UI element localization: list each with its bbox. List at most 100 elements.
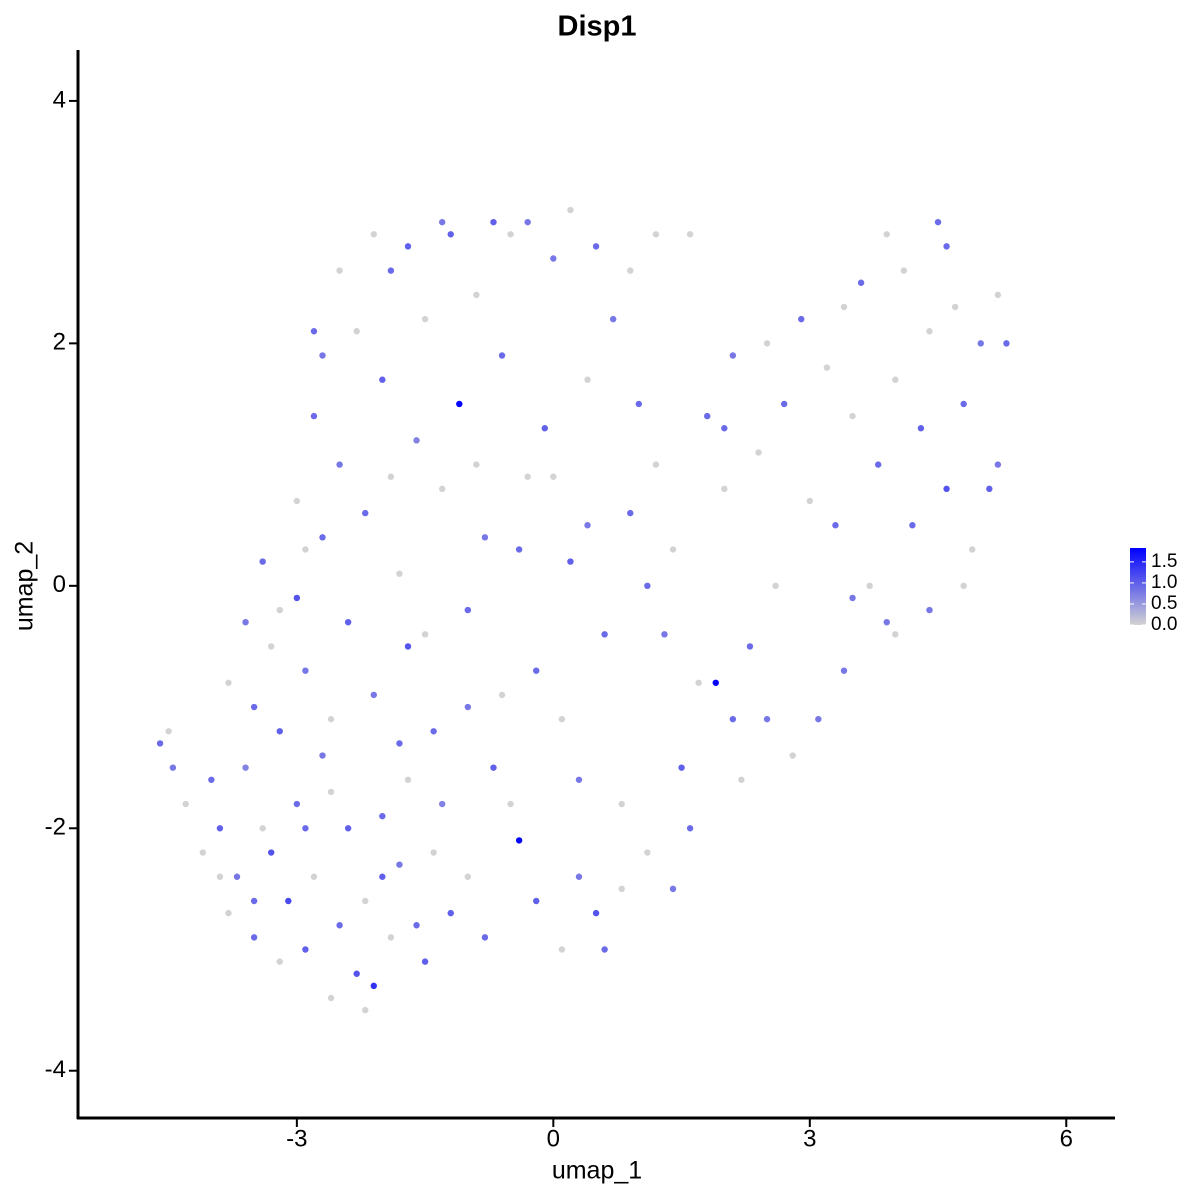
- point: [592, 243, 600, 250]
- colorbar-label: 0.5: [1151, 593, 1177, 614]
- point: [353, 970, 360, 977]
- point: [293, 497, 301, 505]
- point: [498, 352, 506, 359]
- point: [567, 206, 574, 214]
- point: [259, 825, 266, 832]
- point: [943, 485, 950, 493]
- point: [729, 352, 737, 359]
- point: [943, 243, 950, 250]
- point: [336, 461, 343, 468]
- point: [669, 546, 677, 553]
- point: [652, 461, 660, 468]
- point: [464, 606, 472, 614]
- colorbar-label: 1.5: [1151, 551, 1177, 572]
- point: [969, 546, 976, 553]
- point: [387, 934, 395, 941]
- point: [772, 582, 779, 590]
- point: [840, 667, 848, 674]
- point: [823, 364, 831, 371]
- point: [618, 800, 625, 808]
- point: [293, 594, 301, 602]
- point: [302, 825, 309, 832]
- point: [396, 861, 403, 868]
- chart-title: Disp1: [558, 11, 637, 43]
- point: [438, 800, 446, 808]
- point: [541, 425, 548, 432]
- point: [960, 582, 967, 590]
- point: [438, 218, 446, 226]
- point: [926, 606, 933, 614]
- point: [763, 340, 771, 347]
- point: [302, 546, 309, 553]
- point: [533, 897, 540, 905]
- point: [302, 667, 309, 674]
- point: [362, 1006, 369, 1014]
- y-tick-label: -4: [45, 1056, 66, 1083]
- point: [567, 558, 574, 565]
- point: [396, 740, 403, 747]
- point: [370, 982, 377, 990]
- point: [900, 267, 908, 274]
- y-axis-label: umap_2: [11, 541, 39, 631]
- point: [738, 776, 745, 783]
- point: [934, 218, 942, 226]
- point: [250, 897, 258, 905]
- point: [473, 461, 480, 468]
- point: [165, 728, 172, 735]
- point: [558, 715, 566, 723]
- point: [447, 909, 454, 917]
- point: [353, 328, 360, 335]
- point: [524, 218, 531, 226]
- point: [319, 352, 326, 359]
- point: [746, 643, 754, 650]
- point: [584, 376, 591, 383]
- point: [327, 788, 335, 796]
- point: [575, 873, 583, 880]
- point: [430, 728, 437, 735]
- point: [857, 279, 865, 286]
- point: [669, 885, 677, 893]
- point: [994, 291, 1002, 299]
- point: [789, 752, 796, 759]
- point: [208, 776, 215, 783]
- point: [362, 897, 369, 905]
- point: [156, 740, 164, 747]
- point: [695, 679, 702, 686]
- point: [686, 231, 694, 238]
- y-tick-label: 0: [53, 571, 66, 598]
- point: [242, 618, 249, 626]
- point: [721, 425, 728, 432]
- point: [233, 873, 241, 880]
- point: [874, 461, 882, 468]
- point: [1003, 340, 1010, 347]
- point: [344, 825, 352, 832]
- point: [327, 715, 335, 723]
- point: [661, 631, 668, 638]
- point: [404, 776, 412, 783]
- point: [866, 582, 873, 590]
- point: [601, 946, 608, 953]
- point: [644, 582, 651, 590]
- point: [550, 473, 557, 480]
- x-axis-label: umap_1: [552, 1157, 642, 1185]
- point: [883, 231, 890, 238]
- point: [584, 522, 591, 529]
- point: [379, 376, 386, 383]
- point: [686, 825, 694, 832]
- point: [473, 291, 480, 299]
- point: [216, 873, 224, 880]
- point: [832, 522, 839, 529]
- point: [413, 922, 420, 929]
- point: [892, 631, 899, 638]
- point: [524, 473, 531, 480]
- point: [840, 303, 848, 311]
- point: [644, 849, 651, 856]
- point: [917, 425, 925, 432]
- point: [986, 485, 993, 493]
- point: [798, 315, 805, 323]
- point: [293, 800, 301, 808]
- point: [951, 303, 959, 311]
- point: [336, 267, 343, 274]
- point: [729, 715, 737, 723]
- point: [977, 340, 984, 347]
